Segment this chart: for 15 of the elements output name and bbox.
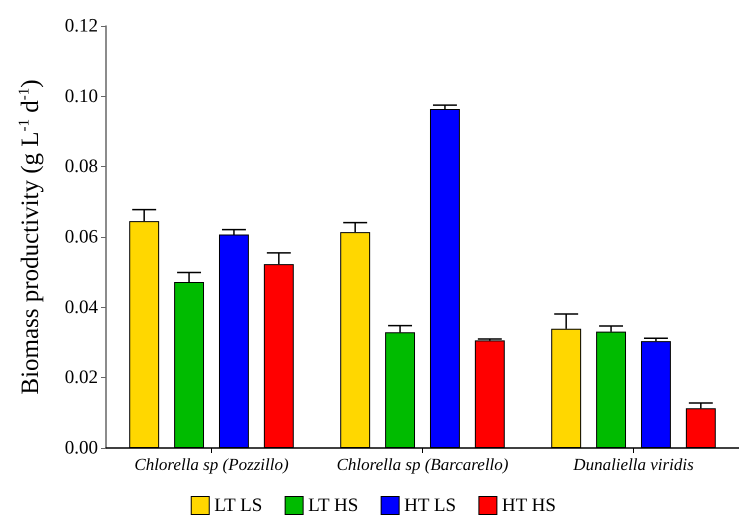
y-tick-label: 0.04 bbox=[64, 296, 98, 318]
x-tick-label: Dunaliella viridis bbox=[572, 455, 694, 474]
legend-label: HT LS bbox=[404, 495, 456, 516]
y-tick-label: 0.02 bbox=[64, 367, 98, 388]
legend-label: HT HS bbox=[502, 495, 556, 516]
y-tick-label: 0.12 bbox=[64, 16, 98, 36]
x-tick-label: Chlorella sp (Barcarello) bbox=[336, 455, 509, 474]
y-tick-label: 0.10 bbox=[64, 86, 98, 107]
y-axis-title: Biomass productivity (g L-1 d-1) bbox=[16, 79, 44, 395]
legend-label: LT HS bbox=[308, 495, 358, 516]
x-tick-label: Chlorella sp (Pozzillo) bbox=[134, 455, 289, 474]
y-tick-label: 0.06 bbox=[64, 226, 98, 248]
y-tick-label: 0.00 bbox=[64, 438, 98, 458]
y-tick-label: 0.08 bbox=[64, 156, 98, 178]
legend-label: LT LS bbox=[214, 495, 262, 516]
